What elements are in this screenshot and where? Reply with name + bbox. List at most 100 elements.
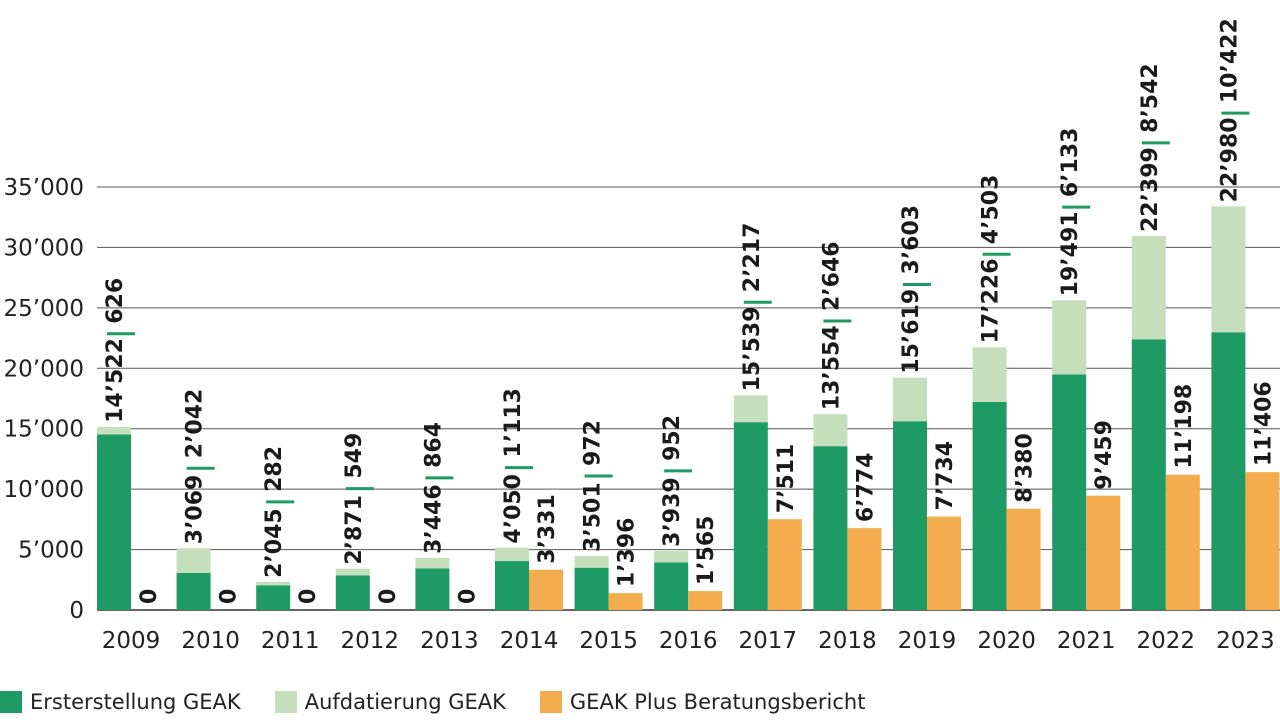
bar-aufdatierung <box>893 377 927 422</box>
x-tick-label: 2018 <box>818 628 877 654</box>
bar-aufdatierung <box>176 548 211 573</box>
bar-ersterstellung <box>733 422 768 610</box>
legend-swatch-geak-plus <box>539 691 562 713</box>
bar-ersterstellung <box>415 568 450 610</box>
bar-geak-plus <box>1165 474 1200 610</box>
x-tick-label: 2022 <box>1137 628 1196 654</box>
bar-ersterstellung <box>813 446 848 610</box>
data-label-aufdatierung: 8’542 <box>1138 63 1163 133</box>
bar-ersterstellung <box>256 585 291 610</box>
data-label-aufdatierung: 4’503 <box>979 175 1004 245</box>
data-label-aufdatierung: 2’646 <box>819 241 844 311</box>
bar-aufdatierung <box>972 347 1007 402</box>
legend-item-geak-plus: GEAK Plus Beratungsbericht <box>539 690 866 714</box>
y-tick-label: 25’000 <box>4 296 84 322</box>
data-label-aufdatierung: 549 <box>342 433 367 479</box>
bar-geak-plus <box>1086 495 1121 610</box>
y-tick-label: 35’000 <box>4 175 84 201</box>
x-tick-label: 2010 <box>181 628 240 654</box>
bar-ersterstellung <box>495 561 529 610</box>
bar-geak-plus <box>1245 472 1280 610</box>
x-axis-ticks: 2009 2010 2011 2012 2013 2014 2015 2016 2017 2018… <box>102 628 1275 654</box>
data-label-geak-plus: 11’406 <box>1251 381 1276 466</box>
data-label-ersterstellung: 3’939 <box>660 477 685 547</box>
data-label-geak-plus: 1’565 <box>694 515 719 585</box>
data-label-ersterstellung: 4’050 <box>501 474 526 544</box>
x-tick-label: 2009 <box>102 628 161 654</box>
data-label-geak-plus: 0 <box>455 589 480 604</box>
bar-aufdatierung <box>1131 236 1166 340</box>
chart: 0 5’000 10’000 15’000 20’000 25’000 30’000 35’0… <box>4 18 1280 654</box>
data-label-ersterstellung: 22’980 <box>1217 117 1242 202</box>
data-label-ersterstellung: 2’871 <box>342 495 367 565</box>
data-label-aufdatierung: 864 <box>421 422 446 468</box>
data-label-ersterstellung: 13’554 <box>819 325 844 410</box>
bar-ersterstellung <box>654 562 689 610</box>
y-tick-label: 10’000 <box>4 477 84 503</box>
data-label-aufdatierung: 1’113 <box>501 388 526 458</box>
data-label-aufdatierung: 972 <box>581 420 606 466</box>
bar-aufdatierung <box>574 555 609 568</box>
data-label-ersterstellung: 19’491 <box>1058 211 1083 296</box>
x-tick-label: 2015 <box>579 628 638 654</box>
data-label-geak-plus: 11’198 <box>1172 384 1197 469</box>
bar-ersterstellung <box>1211 332 1246 610</box>
y-tick-label: 0 <box>69 598 84 624</box>
legend-item-aufdatierung: Aufdatierung GEAK <box>274 690 506 714</box>
data-label-aufdatierung: 282 <box>262 446 287 492</box>
legend-label-geak-plus: GEAK Plus Beratungsbericht <box>569 690 866 714</box>
data-labels: 14’522 626 0 3’069 2’042 0 2’045 282 0 2’871 549 0 3… <box>103 18 1276 604</box>
legend-swatch-ersterstellung <box>0 691 22 713</box>
x-tick-label: 2021 <box>1057 628 1116 654</box>
data-label-geak-plus: 0 <box>137 589 162 604</box>
bar-ersterstellung <box>97 434 131 610</box>
y-tick-label: 30’000 <box>4 235 84 261</box>
data-label-aufdatierung: 2’217 <box>740 223 765 293</box>
data-label-ersterstellung: 3’501 <box>581 482 606 552</box>
bar-geak-plus <box>608 593 643 610</box>
x-tick-label: 2020 <box>977 628 1036 654</box>
data-label-geak-plus: 7’734 <box>933 441 958 511</box>
bar-aufdatierung <box>1211 206 1246 333</box>
bar-ersterstellung <box>1131 339 1166 610</box>
legend-label-aufdatierung: Aufdatierung GEAK <box>304 690 506 714</box>
data-label-aufdatierung: 6’133 <box>1058 128 1083 198</box>
bar-aufdatierung <box>1052 300 1087 375</box>
data-label-geak-plus: 7’511 <box>774 444 799 514</box>
bar-geak-plus <box>1006 508 1041 610</box>
data-label-ersterstellung: 15’619 <box>899 289 924 374</box>
bar-geak-plus <box>767 519 802 610</box>
x-tick-label: 2011 <box>261 628 320 654</box>
legend-swatch-aufdatierung <box>274 691 297 713</box>
data-label-ersterstellung: 3’069 <box>183 475 208 545</box>
bar-geak-plus <box>847 528 882 610</box>
data-label-aufdatierung: 626 <box>103 278 128 324</box>
data-label-geak-plus: 0 <box>296 589 321 604</box>
bars <box>97 206 1280 610</box>
data-label-ersterstellung: 22’399 <box>1138 147 1163 232</box>
data-label-geak-plus: 8’380 <box>1013 433 1038 503</box>
data-label-geak-plus: 9’459 <box>1092 420 1117 490</box>
data-label-aufdatierung: 10’422 <box>1217 18 1242 103</box>
data-label-geak-plus: 0 <box>217 589 242 604</box>
data-label-aufdatierung: 2’042 <box>183 389 208 459</box>
bar-aufdatierung <box>256 581 291 586</box>
x-tick-label: 2012 <box>341 628 400 654</box>
legend-item-ersterstellung: Ersterstellung GEAK <box>0 690 241 714</box>
bar-aufdatierung <box>335 568 370 576</box>
y-tick-label: 5’000 <box>18 538 84 564</box>
data-label-ersterstellung: 14’522 <box>103 338 128 423</box>
data-label-ersterstellung: 17’226 <box>979 258 1004 343</box>
data-label-geak-plus: 6’774 <box>853 453 878 523</box>
bar-aufdatierung <box>733 395 768 423</box>
data-label-aufdatierung: 3’603 <box>899 205 924 275</box>
y-axis-ticks: 0 5’000 10’000 15’000 20’000 25’000 30’000 35’0… <box>4 175 84 624</box>
data-label-ersterstellung: 2’045 <box>262 508 287 578</box>
bar-ersterstellung <box>335 575 370 610</box>
data-label-ersterstellung: 15’539 <box>740 306 765 391</box>
bar-aufdatierung <box>813 414 848 447</box>
x-tick-label: 2019 <box>898 628 957 654</box>
bar-ersterstellung <box>972 401 1007 610</box>
legend-label-ersterstellung: Ersterstellung GEAK <box>30 690 241 714</box>
x-tick-label: 2014 <box>500 628 559 654</box>
